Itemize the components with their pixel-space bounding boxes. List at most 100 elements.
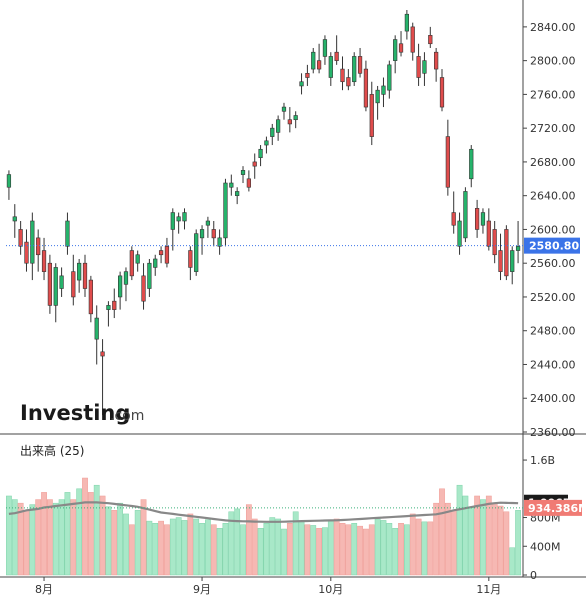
candle[interactable] [334, 35, 339, 65]
candle[interactable] [12, 204, 17, 238]
candle-body [422, 60, 427, 74]
candle[interactable] [246, 170, 251, 192]
candle[interactable] [158, 246, 164, 264]
candle[interactable] [36, 229, 41, 272]
candle-body [393, 39, 398, 61]
candle-body [469, 148, 474, 180]
candle[interactable] [416, 43, 421, 86]
candle[interactable] [299, 73, 304, 95]
candle[interactable] [469, 145, 474, 188]
candle[interactable] [486, 208, 491, 251]
candle[interactable] [205, 216, 211, 238]
candle[interactable] [199, 225, 205, 255]
candle[interactable] [346, 69, 351, 91]
volume-bar [123, 513, 129, 576]
candle[interactable] [381, 77, 386, 108]
candle[interactable] [352, 52, 357, 86]
candle[interactable] [305, 64, 310, 86]
candle[interactable] [164, 237, 170, 268]
candle[interactable] [258, 145, 263, 167]
candle[interactable] [59, 267, 64, 297]
candle[interactable] [369, 81, 374, 146]
candle[interactable] [492, 221, 497, 264]
candle[interactable] [170, 208, 175, 251]
candle[interactable] [6, 170, 12, 200]
candle[interactable] [18, 221, 23, 255]
candle[interactable] [118, 271, 123, 310]
candle[interactable] [375, 85, 380, 120]
candle[interactable] [398, 31, 404, 57]
candle[interactable] [474, 199, 480, 238]
candle[interactable] [457, 212, 462, 255]
candle[interactable] [428, 26, 433, 48]
candle[interactable] [498, 233, 503, 281]
candle[interactable] [223, 178, 228, 247]
candle[interactable] [311, 47, 316, 74]
candle[interactable] [94, 305, 99, 365]
candle[interactable] [393, 35, 398, 74]
candle[interactable] [129, 246, 134, 281]
candle[interactable] [106, 301, 111, 327]
candle[interactable] [188, 246, 193, 281]
candle[interactable] [211, 221, 216, 247]
candle[interactable] [194, 229, 199, 276]
candle[interactable] [510, 246, 515, 285]
candle[interactable] [316, 43, 322, 74]
candle[interactable] [387, 60, 392, 99]
candle[interactable] [281, 102, 287, 120]
candle[interactable] [293, 111, 298, 129]
candlestick-series[interactable] [6, 10, 521, 416]
candle[interactable] [404, 10, 409, 40]
candle[interactable] [82, 254, 88, 297]
candle[interactable] [71, 254, 76, 306]
candle[interactable] [434, 47, 439, 82]
volume-bar [485, 495, 492, 576]
candle[interactable] [229, 174, 234, 196]
candle[interactable] [53, 263, 58, 323]
candle[interactable] [141, 263, 146, 310]
candle[interactable] [176, 212, 181, 234]
candle[interactable] [147, 258, 152, 297]
candle[interactable] [340, 56, 345, 91]
candle[interactable] [287, 107, 292, 133]
candle[interactable] [88, 275, 93, 323]
candle[interactable] [322, 35, 328, 65]
candle[interactable] [47, 254, 53, 314]
candle-body [276, 119, 281, 133]
candle[interactable] [153, 254, 158, 276]
price-tick-label: 2560.00 [530, 257, 576, 270]
candle-body [199, 229, 205, 239]
candle[interactable] [77, 258, 82, 293]
candle[interactable] [515, 221, 521, 264]
candle[interactable] [123, 267, 129, 302]
candle[interactable] [410, 22, 415, 61]
candle[interactable] [65, 212, 70, 255]
candle[interactable] [217, 229, 222, 255]
candle[interactable] [445, 119, 450, 196]
candle[interactable] [439, 69, 445, 112]
candle[interactable] [270, 123, 275, 146]
candle[interactable] [451, 191, 456, 234]
candle[interactable] [480, 208, 486, 234]
candle[interactable] [24, 229, 29, 272]
candle[interactable] [357, 47, 363, 78]
candle[interactable] [30, 212, 35, 281]
candle[interactable] [235, 187, 240, 205]
candle[interactable] [363, 60, 369, 112]
candle[interactable] [422, 52, 427, 86]
candle[interactable] [504, 225, 509, 281]
candle[interactable] [182, 208, 187, 230]
candle[interactable] [41, 237, 47, 281]
candle[interactable] [276, 115, 281, 141]
candle[interactable] [100, 339, 105, 416]
candle[interactable] [264, 136, 269, 154]
candle[interactable] [135, 250, 140, 272]
volume-indicator-label[interactable]: 出来高 (25) [20, 443, 84, 458]
candle[interactable] [463, 187, 468, 243]
candle-body [404, 13, 409, 32]
candle[interactable] [252, 153, 257, 179]
candle[interactable] [112, 288, 117, 319]
candle-body [118, 275, 123, 298]
candle[interactable] [240, 166, 246, 184]
candle[interactable] [328, 52, 333, 86]
